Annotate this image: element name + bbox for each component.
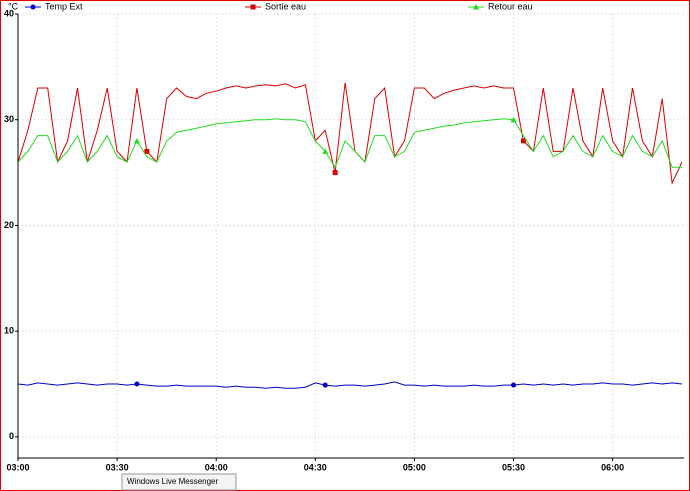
tooltip-text: Windows Live Messenger — [127, 477, 218, 486]
y-tick-label: 10 — [4, 326, 14, 336]
marker — [511, 382, 517, 388]
series-line — [17, 82, 683, 185]
x-tick-label: 06:00 — [601, 462, 624, 472]
marker — [332, 170, 338, 176]
x-tick-label: 05:30 — [502, 462, 525, 472]
legend-label: Temp Ext — [45, 1, 83, 11]
grid — [17, 13, 684, 458]
marker — [322, 382, 328, 388]
marker — [30, 4, 36, 10]
x-tick-label: 04:30 — [304, 462, 327, 472]
legend-label: Retour eau — [488, 1, 533, 11]
marker — [473, 4, 479, 10]
legend-label: Sortie eau — [265, 1, 306, 11]
marker — [510, 116, 517, 123]
marker — [134, 381, 140, 387]
marker — [322, 148, 329, 154]
y-tick-label: 20 — [4, 220, 14, 230]
tooltip: Windows Live Messenger — [121, 473, 237, 491]
x-tick-label: 05:00 — [403, 462, 426, 472]
marker — [250, 4, 256, 10]
y-tick-label: 40 — [4, 8, 14, 18]
series-line — [17, 381, 683, 389]
y-unit-label: °C — [8, 1, 19, 11]
axes: 0 10 20 30 40 03:00 03:30 04:00 04:30 05:00 05:30 0… — [4, 8, 684, 472]
legend: Temp Ext Sortie eau Retour eau — [25, 1, 533, 11]
marker — [133, 137, 140, 144]
x-tick-label: 03:00 — [6, 462, 29, 472]
y-tick-label: 0 — [9, 431, 14, 441]
series-line — [17, 118, 682, 169]
tooltip-box — [121, 473, 237, 491]
plot — [17, 82, 683, 389]
marker — [144, 148, 150, 154]
x-tick-label: 03:30 — [106, 462, 129, 472]
y-tick-label: 30 — [4, 114, 14, 124]
marker — [520, 138, 526, 144]
x-tick-label: 04:00 — [205, 462, 228, 472]
